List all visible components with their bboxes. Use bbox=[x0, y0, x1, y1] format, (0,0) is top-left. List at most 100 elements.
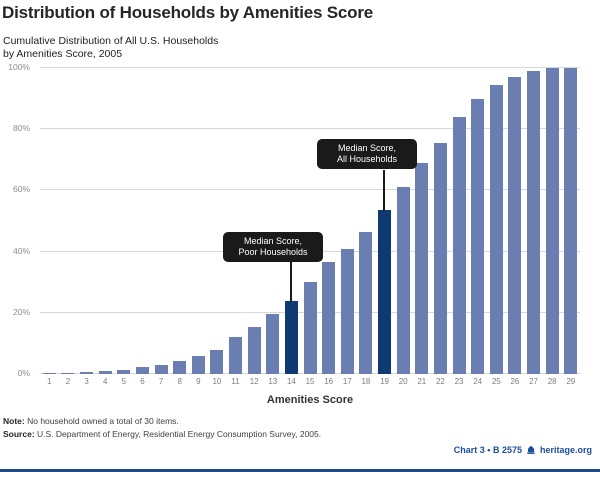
bar-score-18 bbox=[359, 231, 373, 374]
bar-score-9 bbox=[191, 355, 205, 374]
bar-column bbox=[450, 68, 469, 374]
bar-score-19 bbox=[378, 210, 392, 374]
bar-column bbox=[115, 68, 134, 374]
note-label: Note: bbox=[3, 416, 25, 426]
x-tick-label: 14 bbox=[286, 377, 296, 386]
x-tick-label: 15 bbox=[305, 377, 315, 386]
heritage-link[interactable]: heritage.org bbox=[539, 445, 592, 455]
page-title: Distribution of Households by Amenities … bbox=[2, 3, 374, 22]
chart-subtitle: Cumulative Distribution of All U.S. Hous… bbox=[3, 35, 218, 60]
bar-column bbox=[506, 68, 525, 374]
note-body: No household owned a total of 30 items. bbox=[24, 416, 179, 426]
bar-column bbox=[431, 68, 450, 374]
bar-score-24 bbox=[471, 98, 485, 374]
bar-column bbox=[189, 68, 208, 374]
x-tick-label: 19 bbox=[380, 377, 390, 386]
bar-column bbox=[413, 68, 432, 374]
x-tick-label: 21 bbox=[417, 377, 427, 386]
bar-score-13 bbox=[266, 314, 280, 374]
gridline bbox=[40, 128, 580, 130]
x-axis-title: Amenities Score bbox=[266, 394, 354, 406]
x-tick-label: 4 bbox=[102, 377, 108, 386]
callout-text-line: Poor Households bbox=[238, 247, 308, 257]
bar-column bbox=[357, 68, 376, 374]
x-tick-label: 23 bbox=[454, 377, 464, 386]
note-text: Note: No household owned a total of 30 i… bbox=[3, 416, 179, 426]
bar-score-8 bbox=[173, 360, 187, 374]
bar-column bbox=[524, 68, 543, 374]
callout-leader-poor bbox=[290, 262, 292, 301]
bar-column bbox=[96, 68, 115, 374]
y-tick-label: 40% bbox=[12, 245, 30, 256]
source-label: Source: bbox=[3, 429, 35, 439]
bar-column bbox=[264, 68, 283, 374]
x-tick-label: 8 bbox=[177, 377, 182, 386]
gridline bbox=[40, 189, 580, 191]
plot-area: Median Score, Poor Households Median Sco… bbox=[40, 67, 580, 374]
bar-score-21 bbox=[415, 162, 429, 374]
footer-credit: Chart 3 • B 2575 heritage.org bbox=[454, 445, 592, 455]
y-tick-label: 80% bbox=[12, 123, 30, 134]
bar-score-5 bbox=[117, 370, 131, 374]
subtitle-line-1: Cumulative Distribution of All U.S. Hous… bbox=[3, 35, 219, 47]
bar-score-1 bbox=[42, 373, 56, 374]
x-tick-label: 20 bbox=[398, 377, 408, 386]
bar-column bbox=[301, 68, 320, 374]
bar-column bbox=[468, 68, 487, 374]
bar-column bbox=[394, 68, 413, 374]
x-tick-label: 24 bbox=[473, 377, 483, 386]
bar-score-10 bbox=[210, 349, 224, 374]
bar-column bbox=[170, 68, 189, 374]
y-tick-label: 60% bbox=[12, 184, 30, 195]
x-tick-label: 18 bbox=[361, 377, 371, 386]
x-tick-label: 13 bbox=[268, 377, 278, 386]
bar-column bbox=[226, 68, 245, 374]
bar-score-12 bbox=[247, 326, 261, 374]
bar-column bbox=[338, 68, 357, 374]
x-tick-label: 7 bbox=[158, 377, 164, 386]
callout-text-line: All Households bbox=[336, 154, 398, 164]
x-tick-label: 9 bbox=[196, 377, 201, 386]
bar-score-22 bbox=[433, 142, 447, 374]
bar-score-14 bbox=[284, 300, 298, 374]
bar-column bbox=[133, 68, 152, 374]
bar-column bbox=[375, 68, 394, 374]
bar-column bbox=[562, 68, 581, 374]
bar-score-26 bbox=[508, 77, 522, 374]
bar-score-23 bbox=[452, 116, 466, 374]
bar-score-16 bbox=[322, 262, 336, 374]
x-tick-label: 5 bbox=[121, 377, 127, 386]
chart-reference: Chart 3 • B 2575 bbox=[453, 445, 522, 455]
bars bbox=[40, 68, 580, 374]
y-tick-label: 20% bbox=[12, 306, 30, 317]
bar-score-4 bbox=[98, 371, 112, 374]
bar-column bbox=[487, 68, 506, 374]
y-tick-label: 100% bbox=[8, 62, 30, 72]
bar-score-28 bbox=[545, 68, 559, 374]
bar-score-25 bbox=[489, 84, 503, 374]
bar-column bbox=[40, 68, 59, 374]
source-text: Source: U.S. Department of Energy, Resid… bbox=[3, 429, 321, 439]
callout-median-all: Median Score, All Households bbox=[317, 139, 417, 169]
bar-column bbox=[543, 68, 562, 374]
x-tick-label: 10 bbox=[212, 377, 222, 386]
bar-score-3 bbox=[80, 372, 94, 374]
bar-score-6 bbox=[135, 367, 149, 374]
bar-score-20 bbox=[396, 187, 410, 374]
x-tick-label: 29 bbox=[566, 377, 576, 386]
callout-text-line: Median Score, bbox=[243, 236, 303, 246]
x-tick-label: 11 bbox=[231, 377, 240, 386]
x-tick-label: 17 bbox=[342, 377, 352, 386]
x-tick-label: 26 bbox=[510, 377, 520, 386]
bar-score-27 bbox=[527, 71, 541, 374]
bar-column bbox=[152, 68, 171, 374]
bar-column bbox=[59, 68, 78, 374]
x-tick-label: 16 bbox=[324, 377, 334, 386]
bar-score-11 bbox=[229, 337, 243, 374]
x-tick-label: 3 bbox=[84, 377, 89, 386]
bar-score-17 bbox=[340, 248, 354, 374]
bar-column bbox=[319, 68, 338, 374]
x-tick-label: 2 bbox=[65, 377, 71, 386]
bar-column bbox=[208, 68, 227, 374]
y-tick-label: 0% bbox=[17, 368, 30, 378]
